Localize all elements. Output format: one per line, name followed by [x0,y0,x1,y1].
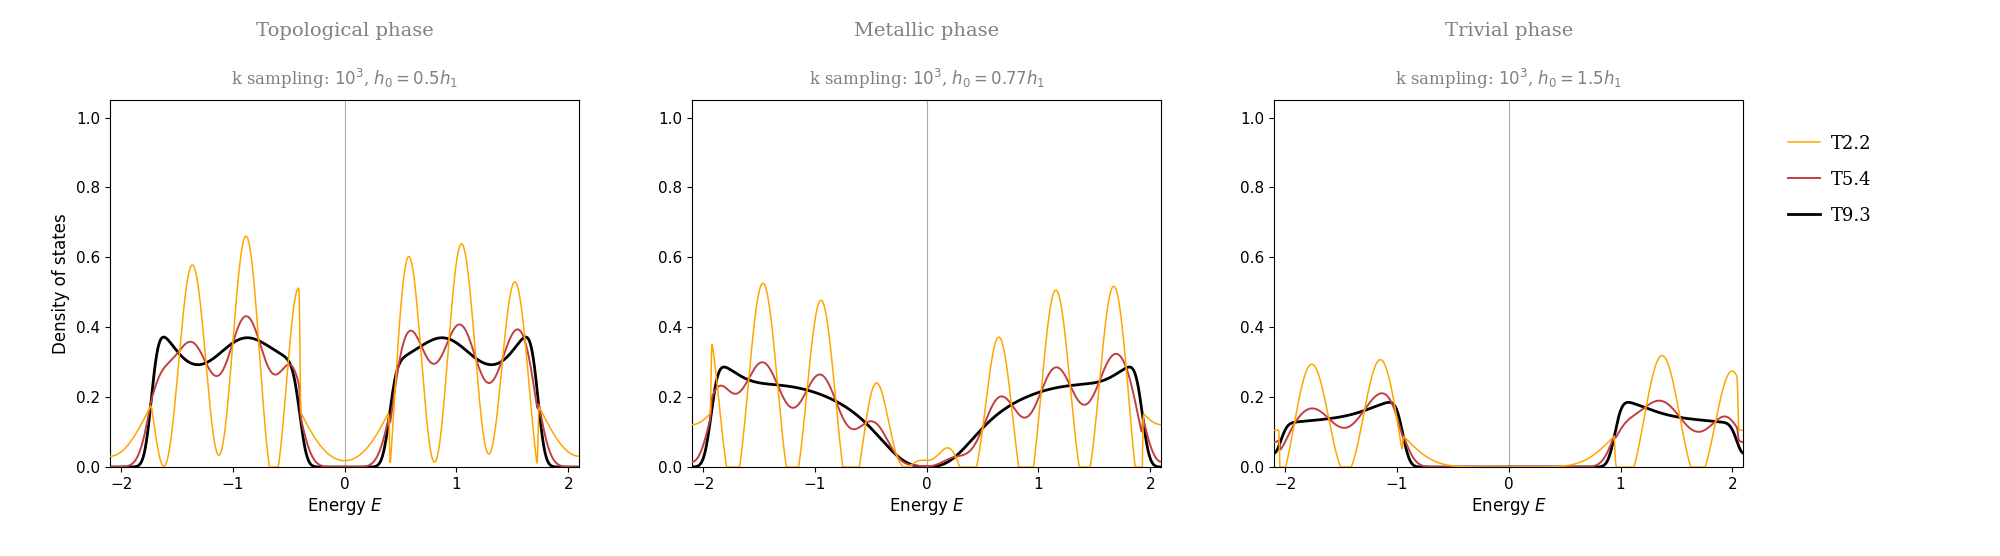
Text: k sampling: $10^3$, $h_0 = 1.5h_1$: k sampling: $10^3$, $h_0 = 1.5h_1$ [1396,67,1622,91]
Text: k sampling: $10^3$, $h_0 = 0.5h_1$: k sampling: $10^3$, $h_0 = 0.5h_1$ [232,67,458,91]
Text: Metallic phase: Metallic phase [854,22,1000,40]
X-axis label: Energy $E$: Energy $E$ [888,496,964,517]
Text: Trivial phase: Trivial phase [1444,22,1572,40]
Text: Topological phase: Topological phase [256,22,434,40]
X-axis label: Energy $E$: Energy $E$ [306,496,382,517]
Text: k sampling: $10^3$, $h_0 = 0.77h_1$: k sampling: $10^3$, $h_0 = 0.77h_1$ [808,67,1044,91]
X-axis label: Energy $E$: Energy $E$ [1470,496,1546,517]
Legend: T2.2, T5.4, T9.3: T2.2, T5.4, T9.3 [1780,127,1880,232]
Y-axis label: Density of states: Density of states [52,213,70,354]
